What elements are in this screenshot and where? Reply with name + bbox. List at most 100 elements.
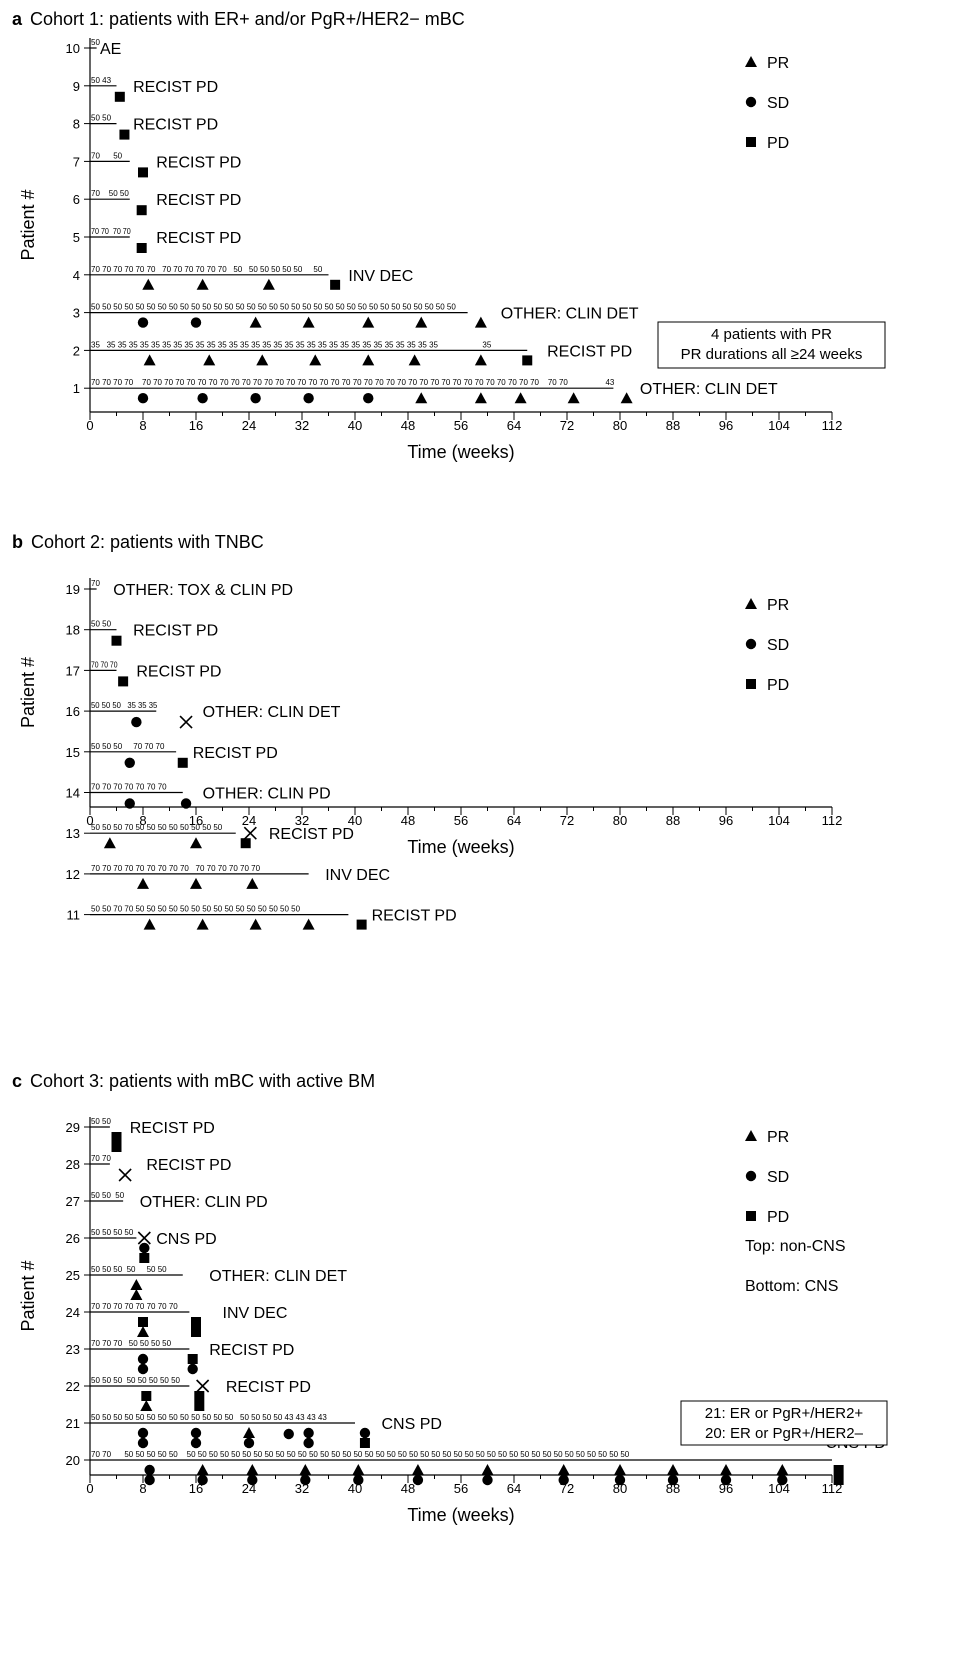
triangle-marker xyxy=(130,1289,143,1300)
status-label: AE xyxy=(100,41,121,58)
circle-marker xyxy=(300,1474,311,1486)
patient-row-4: 4 70 70 70 70 70 70 70 70 70 70 70 70 50 … xyxy=(73,265,413,290)
legend-label: PR xyxy=(767,55,789,72)
annotation-line: 21: ER or PgR+/HER2+ xyxy=(705,1405,864,1422)
x-tick-label: 104 xyxy=(768,418,790,433)
x-tick-label: 48 xyxy=(401,813,415,828)
legend-label: SD xyxy=(767,1169,789,1186)
patient-row-23: 23 70 70 70 50 50 50 50 RECIST PD xyxy=(66,1339,294,1375)
panel-title-text: Cohort 1: patients with ER+ and/or PgR+/… xyxy=(30,9,465,29)
circle-marker xyxy=(243,1437,255,1449)
legend-label: PR xyxy=(767,1129,789,1146)
patient-row-6: 6 70 50 50 RECIST PD xyxy=(73,189,241,216)
x-tick-label: 64 xyxy=(507,1481,521,1496)
status-label: RECIST PD xyxy=(209,1342,294,1359)
dose-labels: 50 50 xyxy=(91,114,112,123)
patient-row-10: 10 50 AE xyxy=(66,38,122,58)
y-tick-label: 19 xyxy=(66,582,80,597)
panel-a: a Cohort 1: patients with ER+ and/or PgR+… xyxy=(12,9,886,462)
x-tick-label: 0 xyxy=(86,813,93,828)
legend-square-icon xyxy=(746,679,756,689)
dose-labels: 50 50 50 50 xyxy=(91,1228,134,1237)
patient-row-7: 7 70 50 RECIST PD xyxy=(73,151,241,178)
square-marker xyxy=(359,1438,370,1448)
triangle-marker xyxy=(411,1464,424,1475)
legend-label: PD xyxy=(767,1209,789,1226)
status-label: CNS PD xyxy=(156,1231,216,1248)
square-marker xyxy=(119,129,130,140)
circle-marker xyxy=(190,317,202,328)
dose-labels: 35 35 35 35 35 35 35 35 35 35 35 35 35 3… xyxy=(91,340,492,349)
circle-marker xyxy=(412,1474,424,1486)
patient-row-29: 29 50 50 RECIST PD xyxy=(66,1117,215,1152)
annotation-line: 20: ER or PgR+/HER2– xyxy=(705,1425,864,1442)
y-tick-label: 23 xyxy=(66,1342,80,1357)
annotation-line: 4 patients with PR xyxy=(711,326,832,343)
y-tick-label: 6 xyxy=(73,192,80,207)
circle-marker xyxy=(190,1437,202,1449)
status-label: OTHER: CLIN DET xyxy=(209,1268,347,1285)
circle-marker xyxy=(190,1427,202,1439)
y-tick-label: 16 xyxy=(66,704,80,719)
triangle-marker xyxy=(474,392,487,404)
x-tick-label: 8 xyxy=(139,813,146,828)
x-tick-label: 16 xyxy=(189,418,203,433)
patient-row-22: 22 50 50 50 50 50 50 50 50 RECIST PD xyxy=(66,1376,311,1411)
x-tick-label: 24 xyxy=(242,813,256,828)
x-tick-label: 16 xyxy=(189,1481,203,1496)
status-label: CNS PD xyxy=(382,1416,442,1433)
x-marker xyxy=(118,1168,132,1182)
patient-row-17: 17 70 70 70 RECIST PD xyxy=(66,660,221,687)
square-marker xyxy=(136,243,147,253)
x-tick-label: 40 xyxy=(348,813,362,828)
status-label: INV DEC xyxy=(223,1305,288,1322)
square-marker xyxy=(356,919,367,930)
status-label: RECIST PD xyxy=(547,343,632,360)
triangle-marker xyxy=(720,1464,732,1475)
x-tick-label: 88 xyxy=(666,1481,680,1496)
annotation-box: 4 patients with PR PR durations all ≥24 w… xyxy=(657,321,886,369)
patient-row-13: 13 50 50 50 70 50 50 50 50 50 50 50 50 REC… xyxy=(66,823,354,849)
y-tick-label: 3 xyxy=(73,306,80,321)
y-tick-label: 20 xyxy=(66,1453,80,1468)
square-marker xyxy=(177,757,188,768)
triangle-marker xyxy=(614,1464,626,1475)
triangle-marker xyxy=(256,354,269,366)
circle-marker xyxy=(363,393,374,404)
triangle-marker xyxy=(362,354,375,366)
triangle-marker xyxy=(474,316,487,328)
patient-row-1: 1 70 70 70 70 70 70 70 70 70 70 70 70 70 … xyxy=(73,378,778,404)
triangle-marker xyxy=(408,354,421,366)
square-marker xyxy=(141,1391,152,1401)
dose-labels: 50 50 50 50 50 50 50 50 50 50 50 50 50 5… xyxy=(91,1413,327,1422)
triangle-marker xyxy=(776,1464,789,1475)
dose-labels: 70 70 xyxy=(91,1154,111,1163)
triangle-marker xyxy=(142,278,155,290)
x-tick-label: 0 xyxy=(86,418,93,433)
y-tick-label: 27 xyxy=(66,1194,80,1209)
status-label: RECIST PD xyxy=(133,117,218,134)
triangle-marker xyxy=(415,392,428,404)
legend-label: PD xyxy=(767,677,789,694)
x-tick-label: 16 xyxy=(189,813,203,828)
square-marker xyxy=(187,1354,198,1364)
triangle-marker xyxy=(137,877,149,889)
triangle-marker xyxy=(302,918,315,930)
patient-row-11: 11 50 50 70 70 50 50 50 50 50 50 50 50 50… xyxy=(67,905,457,930)
x-tick-label: 32 xyxy=(295,418,309,433)
x-marker xyxy=(243,826,257,840)
status-label: RECIST PD xyxy=(133,623,218,640)
x-tick-label: 64 xyxy=(507,418,521,433)
triangle-marker xyxy=(302,316,315,328)
y-tick-label: 9 xyxy=(73,79,80,94)
circle-marker xyxy=(283,1428,294,1440)
x-tick-label: 48 xyxy=(401,418,415,433)
status-label: OTHER: CLIN PD xyxy=(203,786,331,803)
triangle-marker xyxy=(415,316,428,328)
square-marker xyxy=(138,167,148,178)
legend-label: SD xyxy=(767,95,789,112)
panel-letter: c xyxy=(12,1071,22,1091)
triangle-marker xyxy=(362,316,375,328)
x-tick-label: 40 xyxy=(348,418,362,433)
